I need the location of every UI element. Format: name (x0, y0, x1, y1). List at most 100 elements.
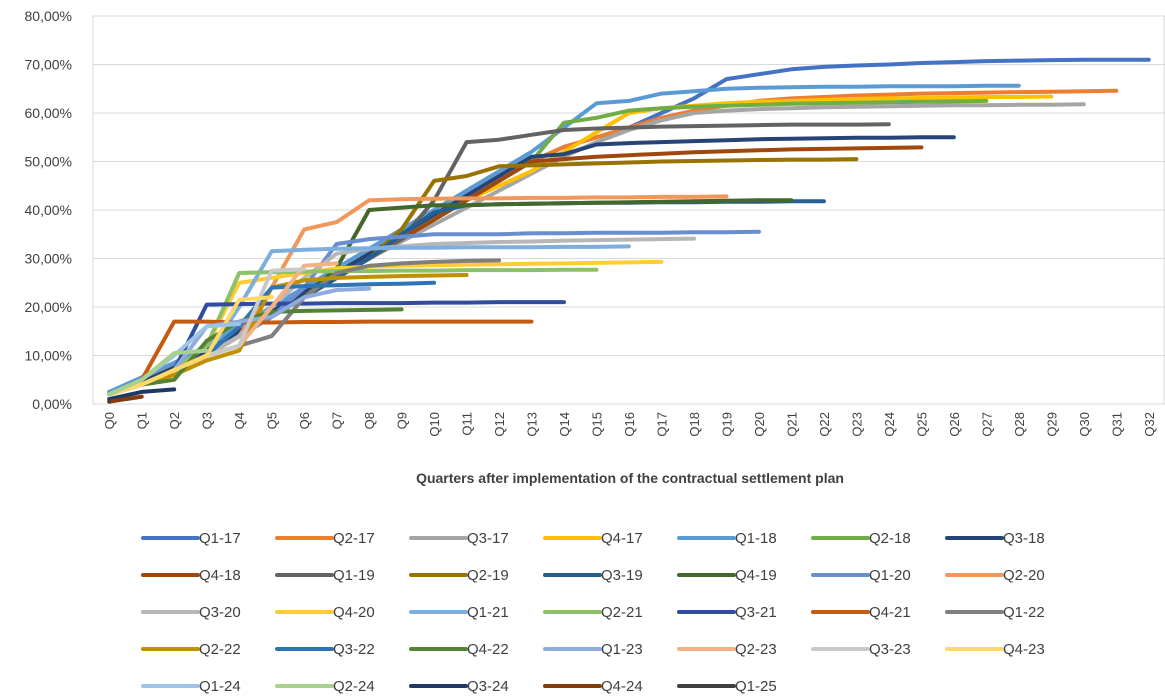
legend-label: Q2-21 (601, 604, 643, 621)
x-tick-label: Q14 (557, 412, 572, 437)
legend-label: Q3-23 (869, 641, 911, 658)
legend-entry: Q3-22 (275, 641, 375, 658)
y-axis-ticks: 0,00% 10,00% 20,00% 30,00% 40,00% 50,00% 60,00… (25, 8, 72, 412)
x-tick-label: Q30 (1077, 412, 1092, 437)
legend-entry: Q4-23 (945, 641, 1045, 658)
y-tick-label: 40,00% (25, 202, 72, 218)
y-tick-label: 10,00% (25, 348, 72, 364)
legend-label: Q3-20 (199, 604, 241, 621)
legend-label: Q2-23 (735, 641, 777, 658)
x-tick-label: Q16 (622, 412, 637, 437)
x-tick-label: Q24 (882, 412, 897, 437)
legend-entry: Q1-20 (811, 567, 911, 584)
y-tick-label: 60,00% (25, 105, 72, 121)
x-tick-label: Q4 (232, 412, 247, 429)
series-line (107, 387, 177, 402)
legend-entry: Q4-20 (275, 604, 375, 621)
legend-label: Q2-22 (199, 641, 241, 658)
legend: Q1-17 Q2-17 Q3-17 Q4-17 Q1-18 Q2-18 Q3-18 Q4-18… (141, 530, 1045, 695)
series-line (107, 259, 664, 397)
legend-entry: Q4-22 (409, 641, 509, 658)
x-tick-label: Q5 (265, 412, 280, 429)
series-line (107, 102, 1086, 397)
legend-label: Q1-22 (1003, 604, 1045, 621)
x-axis-label: Quarters after implementation of the con… (416, 470, 844, 486)
legend-entry: Q3-18 (945, 530, 1045, 547)
legend-label: Q2-20 (1003, 567, 1045, 584)
legend-entry: Q3-19 (543, 567, 643, 584)
x-tick-label: Q11 (460, 412, 475, 436)
legend-entry: Q2-22 (141, 641, 241, 658)
series-point (107, 399, 112, 404)
legend-entry: Q1-17 (141, 530, 241, 547)
x-tick-label: Q28 (1012, 412, 1027, 437)
legend-label: Q4-23 (1003, 641, 1045, 658)
legend-label: Q2-24 (333, 678, 375, 695)
x-tick-label: Q23 (849, 412, 864, 437)
x-tick-label: Q20 (752, 412, 767, 437)
legend-label: Q2-19 (467, 567, 509, 584)
x-tick-label: Q15 (590, 412, 605, 437)
series-line (107, 229, 761, 397)
legend-entry: Q3-17 (409, 530, 509, 547)
x-tick-label: Q0 (102, 412, 117, 429)
x-axis-ticks: Q0 Q1 Q2 Q3 Q4 Q5 Q6 Q7 Q8 Q9 Q10 Q11 Q12 Q13 Q14 Q15 Q1… (102, 412, 1157, 437)
legend-label: Q4-22 (467, 641, 509, 658)
legend-label: Q3-18 (1003, 530, 1045, 547)
legend-label: Q1-20 (869, 567, 911, 584)
legend-entry: Q1-23 (543, 641, 643, 658)
legend-entry: Q3-20 (141, 604, 241, 621)
axes (92, 15, 1165, 405)
x-tick-label: Q6 (297, 412, 312, 429)
legend-entry: Q1-19 (275, 567, 375, 584)
series-lines (107, 57, 1151, 404)
x-tick-label: Q22 (817, 412, 832, 437)
x-tick-label: Q9 (395, 412, 410, 429)
legend-entry: Q1-18 (677, 530, 777, 547)
legend-label: Q4-17 (601, 530, 643, 547)
legend-label: Q2-17 (333, 530, 375, 547)
legend-label: Q4-21 (869, 604, 911, 621)
legend-entry: Q3-24 (409, 678, 509, 695)
legend-label: Q4-24 (601, 678, 643, 695)
x-tick-label: Q27 (979, 412, 994, 437)
plot-area (92, 15, 1165, 405)
legend-entry: Q2-23 (677, 641, 777, 658)
series-line (107, 348, 209, 397)
legend-label: Q2-18 (869, 530, 911, 547)
legend-label: Q3-17 (467, 530, 509, 547)
x-tick-label: Q18 (687, 412, 702, 437)
legend-entry: Q2-18 (811, 530, 911, 547)
legend-label: Q3-19 (601, 567, 643, 584)
legend-label: Q1-19 (333, 567, 375, 584)
legend-entry: Q1-24 (141, 678, 241, 695)
x-tick-label: Q26 (947, 412, 962, 437)
series-line (107, 307, 404, 397)
y-tick-label: 50,00% (25, 154, 72, 170)
x-tick-label: Q19 (719, 412, 734, 437)
y-tick-label: 30,00% (25, 251, 72, 267)
legend-label: Q4-18 (199, 567, 241, 584)
legend-entry: Q1-25 (677, 678, 777, 695)
legend-entry: Q2-20 (945, 567, 1045, 584)
series-line (107, 300, 566, 397)
y-tick-label: 0,00% (32, 396, 72, 412)
legend-entry: Q2-17 (275, 530, 375, 547)
legend-label: Q3-21 (735, 604, 777, 621)
y-tick-label: 70,00% (25, 57, 72, 73)
x-tick-label: Q8 (362, 412, 377, 429)
legend-entry: Q2-19 (409, 567, 509, 584)
legend-entry: Q4-21 (811, 604, 911, 621)
x-tick-label: Q7 (330, 412, 345, 429)
legend-entry: Q2-24 (275, 678, 375, 695)
legend-label: Q1-21 (467, 604, 509, 621)
legend-entry: Q1-21 (409, 604, 509, 621)
series-line (107, 198, 794, 397)
legend-label: Q3-24 (467, 678, 509, 695)
x-tick-label: Q25 (914, 412, 929, 437)
legend-entry: Q4-17 (543, 530, 643, 547)
x-tick-label: Q1 (135, 412, 150, 429)
x-tick-label: Q17 (654, 412, 669, 437)
legend-entry: Q4-19 (677, 567, 777, 584)
